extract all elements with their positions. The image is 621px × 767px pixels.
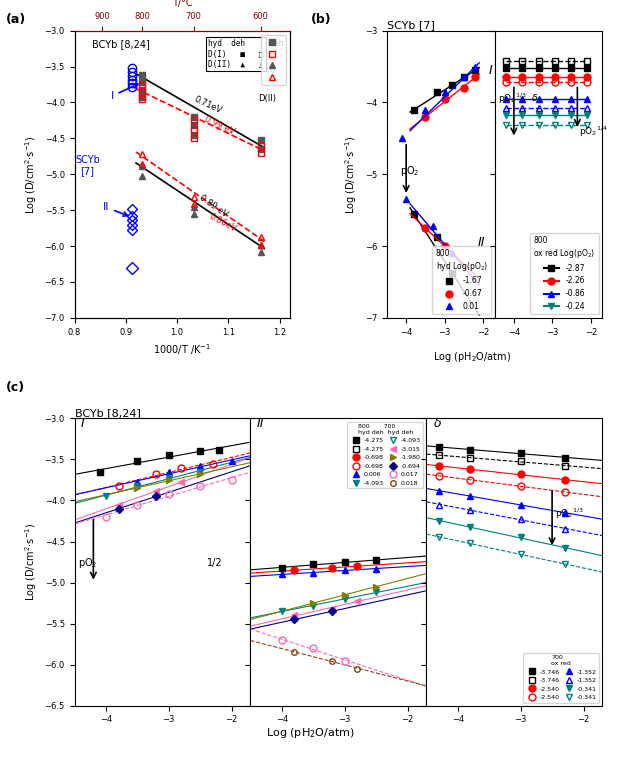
Text: Log (pH$_2$O/atm): Log (pH$_2$O/atm) xyxy=(433,351,511,364)
Text: I: I xyxy=(111,84,138,101)
X-axis label: 1000/T /K$^{-1}$: 1000/T /K$^{-1}$ xyxy=(153,342,211,357)
Text: I: I xyxy=(81,416,84,430)
Text: Log (pH$_2$O/atm): Log (pH$_2$O/atm) xyxy=(266,726,355,740)
Y-axis label: Log (D/cm$^2$$\cdot$s$^{-1}$): Log (D/cm$^2$$\cdot$s$^{-1}$) xyxy=(23,135,39,213)
Text: D(I): D(I) xyxy=(260,65,276,74)
Legend: -3.746, -3.746, -2.540, -2.540, -1.352, -1.352, -0.341, -0.341: -3.746, -3.746, -2.540, -2.540, -1.352, … xyxy=(524,653,599,703)
Text: I: I xyxy=(489,64,492,77)
Text: pO$_2$: pO$_2$ xyxy=(78,556,97,570)
Text: pO$_2$$^{1/3}$  $\delta$: pO$_2$$^{1/3}$ $\delta$ xyxy=(499,92,539,107)
Text: SCYb
[7]: SCYb [7] xyxy=(75,155,100,176)
Legend: -4.275, -4.275, -0.698, -0.698, 0.006, -4.093, -4.093, -3.015, -1.980, -0.694, 0: -4.275, -4.275, -0.698, -0.698, 0.006, -… xyxy=(347,422,424,489)
Text: II: II xyxy=(256,416,265,430)
Legend: -2.87, -2.26, -0.86, -0.24: -2.87, -2.26, -0.86, -0.24 xyxy=(530,233,599,314)
Legend: -1.67, -0.67, 0.01: -1.67, -0.67, 0.01 xyxy=(432,245,491,314)
Text: 0.89 eV: 0.89 eV xyxy=(197,193,229,219)
Y-axis label: Log (D/cm$^2$$\cdot$s$^{-1}$): Log (D/cm$^2$$\cdot$s$^{-1}$) xyxy=(23,523,39,601)
Text: 1/2: 1/2 xyxy=(206,558,222,568)
Text: pO$_2$$^{1/3}$: pO$_2$$^{1/3}$ xyxy=(555,506,584,521)
Text: pO$_2$: pO$_2$ xyxy=(401,164,420,178)
Text: II: II xyxy=(478,236,485,249)
Text: SCYb [7]: SCYb [7] xyxy=(387,20,435,30)
Text: pO$_2$$^{1/4}$: pO$_2$$^{1/4}$ xyxy=(579,124,609,139)
Text: D(II): D(II) xyxy=(258,94,276,103)
Y-axis label: Log (D/cm$^2$$\cdot$s$^{-1}$): Log (D/cm$^2$$\cdot$s$^{-1}$) xyxy=(343,135,360,213)
Text: BCYb [8,24]: BCYb [8,24] xyxy=(92,39,150,49)
Text: hyd  deh
D(I)   ■   □
D(II)  ▲   △: hyd deh D(I) ■ □ D(II) ▲ △ xyxy=(208,39,263,69)
Text: II: II xyxy=(102,202,128,216)
Text: 0.86eV: 0.86eV xyxy=(208,212,238,234)
Text: (b): (b) xyxy=(310,13,331,26)
Text: (a): (a) xyxy=(6,13,27,26)
Text: BCYb [8,24]: BCYb [8,24] xyxy=(75,407,140,418)
Text: 0.71eV: 0.71eV xyxy=(193,94,223,115)
Text: $\delta$: $\delta$ xyxy=(433,416,442,430)
Text: hyd  deh: hyd deh xyxy=(247,39,284,48)
Text: 0.99 eV: 0.99 eV xyxy=(203,115,235,137)
Legend: , , , : , , , xyxy=(261,35,286,85)
X-axis label: T/°C: T/°C xyxy=(172,0,193,8)
Text: (c): (c) xyxy=(6,381,25,394)
